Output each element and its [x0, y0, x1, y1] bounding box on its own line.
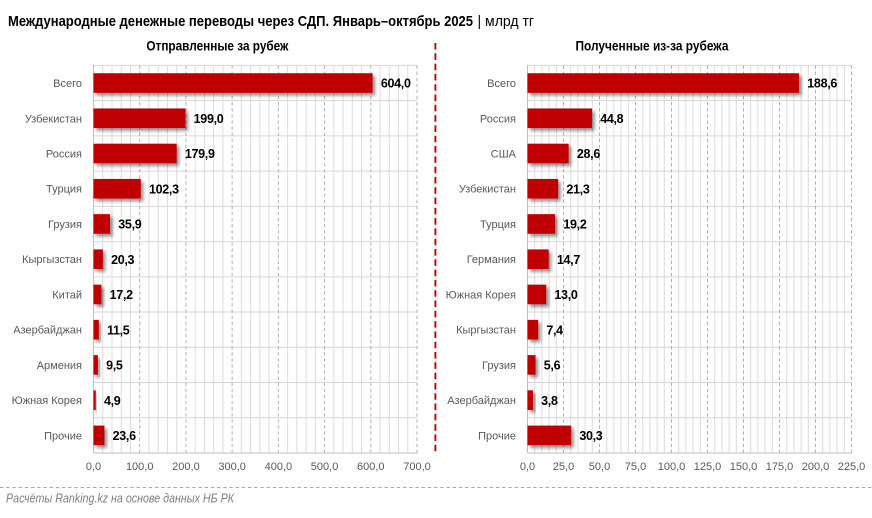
svg-text:Кыргызстан: Кыргызстан: [456, 325, 516, 337]
svg-text:600,0: 600,0: [357, 461, 385, 473]
svg-text:175,0: 175,0: [766, 461, 794, 473]
svg-text:Германия: Германия: [467, 254, 516, 266]
svg-text:Азербайджан: Азербайджан: [447, 395, 516, 407]
svg-text:13,0: 13,0: [554, 288, 577, 302]
svg-text:3,8: 3,8: [541, 394, 558, 408]
svg-text:28,6: 28,6: [577, 147, 600, 161]
svg-text:Узбекистан: Узбекистан: [25, 113, 82, 125]
svg-text:19,2: 19,2: [563, 218, 586, 232]
svg-text:Всего: Всего: [487, 78, 516, 90]
svg-text:30,3: 30,3: [579, 429, 602, 443]
svg-text:17,2: 17,2: [110, 288, 133, 302]
svg-text:Узбекистан: Узбекистан: [459, 184, 516, 196]
svg-text:200,0: 200,0: [802, 461, 830, 473]
svg-text:Всего: Всего: [53, 78, 82, 90]
svg-text:4,9: 4,9: [104, 394, 121, 408]
svg-text:США: США: [491, 148, 517, 160]
svg-text:125,0: 125,0: [694, 461, 722, 473]
svg-text:Прочие: Прочие: [44, 430, 82, 442]
svg-text:Международные денежные перевод: Международные денежные переводы через СД…: [8, 13, 473, 30]
svg-text:700,0: 700,0: [403, 461, 431, 473]
svg-text:Кыргызстан: Кыргызстан: [22, 254, 82, 266]
svg-text:500,0: 500,0: [311, 461, 339, 473]
svg-text:Турция: Турция: [46, 184, 82, 196]
svg-text:Турция: Турция: [480, 219, 516, 231]
svg-text:9,5: 9,5: [106, 359, 123, 373]
svg-text:50,0: 50,0: [589, 461, 610, 473]
svg-text:225,0: 225,0: [838, 461, 866, 473]
svg-text:25,0: 25,0: [553, 461, 574, 473]
svg-text:300,0: 300,0: [218, 461, 246, 473]
svg-text:Южная Корея: Южная Корея: [446, 289, 516, 301]
svg-text:Прочие: Прочие: [478, 430, 516, 442]
svg-text:5,6: 5,6: [544, 359, 561, 373]
svg-text:| млрд тг: | млрд тг: [478, 13, 535, 30]
svg-text:604,0: 604,0: [381, 77, 411, 91]
svg-text:75,0: 75,0: [625, 461, 646, 473]
svg-text:Грузия: Грузия: [48, 219, 82, 231]
svg-text:179,9: 179,9: [185, 147, 215, 161]
svg-text:188,6: 188,6: [807, 77, 837, 91]
svg-text:Россия: Россия: [480, 113, 516, 125]
svg-text:23,6: 23,6: [113, 429, 136, 443]
svg-text:Грузия: Грузия: [482, 360, 516, 372]
svg-text:199,0: 199,0: [194, 112, 224, 126]
svg-text:Россия: Россия: [46, 148, 82, 160]
svg-text:14,7: 14,7: [557, 253, 580, 267]
svg-text:Азербайджан: Азербайджан: [13, 325, 82, 337]
svg-text:Расчёты Ranking.kz на основе д: Расчёты Ranking.kz на основе данных НБ Р…: [6, 491, 235, 506]
svg-text:400,0: 400,0: [265, 461, 293, 473]
svg-text:7,4: 7,4: [546, 323, 563, 337]
svg-text:0,0: 0,0: [520, 461, 535, 473]
svg-text:Отправленные за рубеж: Отправленные за рубеж: [146, 38, 289, 54]
svg-text:Полученные из-за рубежа: Полученные из-за рубежа: [576, 38, 729, 54]
svg-text:20,3: 20,3: [111, 253, 134, 267]
svg-text:44,8: 44,8: [600, 112, 623, 126]
svg-text:102,3: 102,3: [149, 182, 179, 196]
svg-text:11,5: 11,5: [107, 323, 130, 337]
svg-text:0,0: 0,0: [86, 461, 101, 473]
svg-text:100,0: 100,0: [658, 461, 686, 473]
svg-text:35,9: 35,9: [118, 218, 141, 232]
svg-text:Армения: Армения: [37, 360, 82, 372]
svg-text:Южная Корея: Южная Корея: [12, 395, 82, 407]
svg-text:21,3: 21,3: [566, 182, 589, 196]
svg-text:100,0: 100,0: [126, 461, 154, 473]
svg-text:Китай: Китай: [52, 289, 82, 301]
svg-text:150,0: 150,0: [730, 461, 758, 473]
svg-text:200,0: 200,0: [172, 461, 200, 473]
